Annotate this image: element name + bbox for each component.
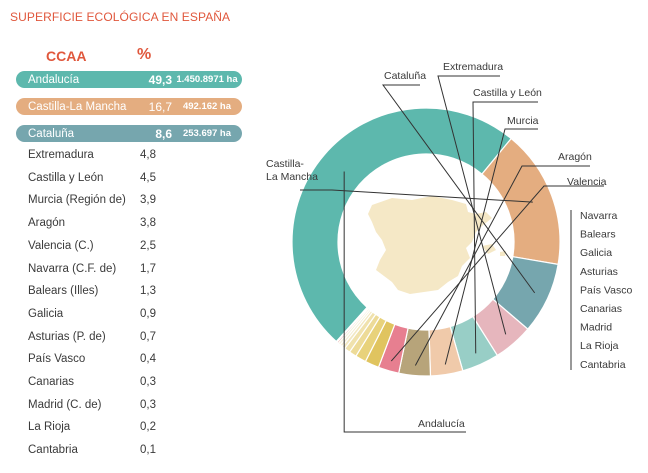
slice-label: Asturias xyxy=(580,266,618,278)
region-percent: 1,3 xyxy=(140,285,156,298)
table-row: Murcia (Región de) 3,9 xyxy=(0,194,200,210)
table-row: Castilla y León 4,5 xyxy=(0,172,200,188)
region-name: Castilla-La Mancha xyxy=(28,101,127,113)
slice-label: Aragón xyxy=(558,151,592,163)
table-row: Balears (Illes) 1,3 xyxy=(0,285,200,301)
spain-map-icon xyxy=(368,196,506,294)
slice-label: Canarias xyxy=(580,303,622,315)
table-row: País Vasco 0,4 xyxy=(0,353,200,369)
table-row: Asturias (P. de) 0,7 xyxy=(0,331,200,347)
region-percent: 4,8 xyxy=(140,149,156,161)
region-percent: 0,9 xyxy=(140,307,156,320)
region-name: Andalucía xyxy=(28,74,80,86)
region-name: Aragón xyxy=(28,217,66,230)
leader-line xyxy=(390,185,604,362)
table-row: Aragón 3,8 xyxy=(0,217,200,233)
slice-labels: Andalucía Castilla-La Mancha Cataluña Extre… xyxy=(266,61,632,433)
region-name: Asturias (P. de) xyxy=(28,330,106,343)
region-name: Navarra (C.F. de) xyxy=(28,262,117,275)
region-name: Castilla y León xyxy=(28,171,104,184)
table-row: Navarra (C.F. de) 1,7 xyxy=(0,263,200,279)
table-row: Extremadura 4,8 xyxy=(0,149,200,165)
highlighted-row-castilla-la-mancha: Castilla-La Mancha 16,7 492.162 ha xyxy=(16,98,242,115)
region-percent: 8,6 xyxy=(155,127,172,141)
region-name: País Vasco xyxy=(28,353,86,366)
region-name: Murcia (Región de) xyxy=(28,194,126,207)
table-row: Valencia (C.) 2,5 xyxy=(0,240,200,256)
region-name: Madrid (C. de) xyxy=(28,398,102,411)
table-row: La Rioja 0,2 xyxy=(0,421,200,437)
leader-line xyxy=(414,165,590,366)
region-name: Valencia (C.) xyxy=(28,239,94,252)
region-percent: 1,7 xyxy=(140,262,156,275)
region-percent: 49,3 xyxy=(148,73,172,87)
table-row: Canarias 0,3 xyxy=(0,376,200,392)
region-percent: 0,1 xyxy=(140,444,156,457)
chart-title: SUPERFICIE ECOLÓGICA EN ESPAÑA xyxy=(10,10,231,24)
table-row: Cantabria 0,1 xyxy=(0,444,200,460)
slice-label: Castilla y León xyxy=(473,87,542,99)
slice-label: Valencia xyxy=(567,176,607,188)
region-name: Canarias xyxy=(28,376,75,388)
leader-line xyxy=(437,75,507,335)
slice-label: Navarra xyxy=(580,210,618,222)
region-name: Cataluña xyxy=(28,128,75,140)
slice-label: Cantabria xyxy=(580,359,626,371)
region-name: La Rioja xyxy=(28,421,71,434)
region-percent: 0,2 xyxy=(140,421,156,434)
region-hectares: 1.450.8971 ha xyxy=(176,74,238,85)
region-percent: 4,5 xyxy=(140,171,156,184)
region-percent: 0,3 xyxy=(140,398,156,411)
slice-label: Andalucía xyxy=(418,418,465,430)
region-percent: 0,7 xyxy=(140,330,156,343)
region-percent: 3,8 xyxy=(140,217,156,230)
highlighted-row-andalucia: Andalucía 49,3 1.450.8971 ha xyxy=(16,71,242,88)
donut-slice-andaluc-a xyxy=(291,107,513,343)
region-hectares: 492.162 ha xyxy=(182,101,232,112)
slice-label: Extremadura xyxy=(443,61,503,73)
slice-label: Castilla- xyxy=(266,158,304,170)
region-percent: 3,9 xyxy=(140,194,156,207)
slice-label: Cataluña xyxy=(384,70,426,82)
region-name: Balears (Illes) xyxy=(28,285,99,298)
leader-line xyxy=(444,128,538,365)
slice-label: Madrid xyxy=(580,322,612,334)
region-column-header: CCAA xyxy=(46,48,87,64)
leader-line xyxy=(343,171,466,433)
percent-column-header: % xyxy=(137,46,152,63)
region-name: Extremadura xyxy=(28,149,94,161)
highlighted-row-cataluna: Cataluña 8,6 253.697 ha xyxy=(16,125,242,142)
slice-label: Balears xyxy=(580,229,616,241)
region-name: Cantabria xyxy=(28,444,78,457)
slice-label: Murcia xyxy=(507,115,539,127)
slice-label: País Vasco xyxy=(580,284,632,296)
leader-line xyxy=(382,84,536,294)
leader-line xyxy=(472,101,538,354)
table-row: Madrid (C. de) 0,3 xyxy=(0,399,200,415)
slice-label: La Mancha xyxy=(266,171,318,183)
region-percent: 16,7 xyxy=(148,100,172,114)
table-row: Galicia 0,9 xyxy=(0,308,200,324)
slice-label: La Rioja xyxy=(580,340,619,352)
region-percent: 2,5 xyxy=(140,239,156,252)
donut-slices xyxy=(291,107,561,377)
region-name: Galicia xyxy=(28,307,64,320)
slice-label: Galicia xyxy=(580,247,612,259)
region-percent: 0,3 xyxy=(140,376,156,388)
region-percent: 0,4 xyxy=(140,353,156,366)
region-hectares: 253.697 ha xyxy=(182,128,232,139)
